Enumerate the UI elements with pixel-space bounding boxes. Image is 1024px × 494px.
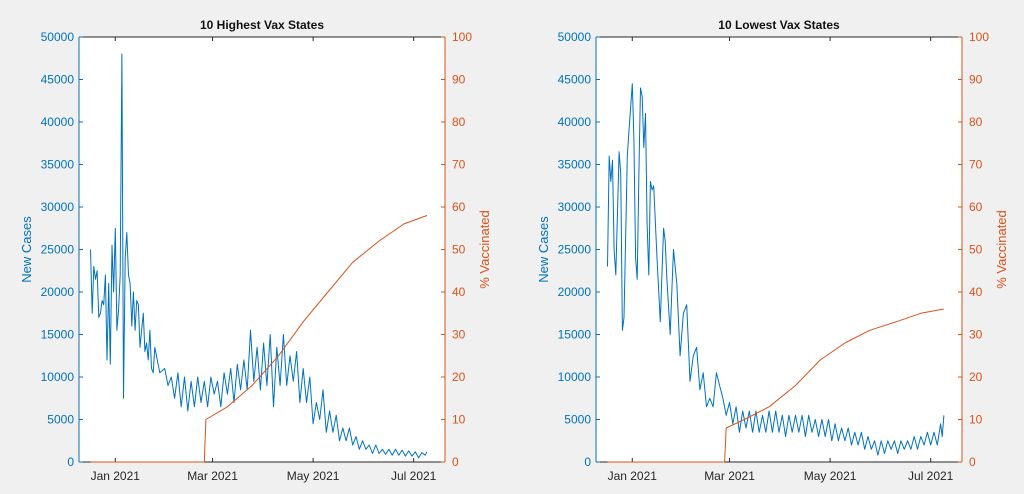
y-tick-label: 10000 [41,370,75,384]
y2-tick-label: 90 [969,73,983,87]
y2-axis-label: % Vaccinated [994,210,1009,289]
plot-area [79,37,445,462]
y-axis-label: New Cases [19,216,34,283]
y2-tick-label: 90 [452,73,466,87]
y-tick-label: 30000 [41,200,75,214]
y-axis-label: New Cases [536,216,551,283]
y-tick-label: 5000 [47,413,74,427]
y2-tick-label: 10 [969,413,983,427]
y-tick-label: 30000 [558,200,592,214]
x-tick-label: Jan 2021 [608,469,658,483]
y2-tick-label: 30 [969,328,983,342]
y2-tick-label: 0 [969,455,976,469]
y2-tick-label: 100 [452,30,472,44]
chart-title: 10 Lowest Vax States [718,18,840,32]
y2-tick-label: 50 [969,243,983,257]
y2-tick-label: 70 [969,158,983,172]
x-tick-label: Mar 2021 [187,469,238,483]
y2-tick-label: 30 [452,328,466,342]
y2-tick-label: 100 [969,30,989,44]
y-tick-label: 50000 [558,30,592,44]
y2-tick-label: 40 [969,285,983,299]
y2-tick-label: 60 [969,200,983,214]
y2-tick-label: 10 [452,413,466,427]
y-tick-label: 5000 [564,413,591,427]
x-tick-label: May 2021 [804,469,857,483]
y-tick-label: 45000 [41,73,75,87]
y-tick-label: 0 [67,455,74,469]
y-tick-label: 40000 [41,115,75,129]
y-tick-label: 10000 [558,370,592,384]
y2-tick-label: 50 [452,243,466,257]
x-tick-label: May 2021 [287,469,340,483]
y2-tick-label: 0 [452,455,459,469]
new-cases-line [90,53,428,459]
y-tick-label: 50000 [41,30,75,44]
y2-tick-label: 20 [969,370,983,384]
y-tick-label: 25000 [41,243,75,257]
x-tick-label: Jan 2021 [91,469,141,483]
y-tick-label: 15000 [558,328,592,342]
y-tick-label: 45000 [558,73,592,87]
y2-tick-label: 70 [452,158,466,172]
y-tick-label: 15000 [41,328,75,342]
chart-highest-vax: 0 5000 10000 15000 20000 25000 30000 35000 40000… [19,18,492,483]
y-tick-label: 35000 [41,158,75,172]
y-tick-label: 35000 [558,158,592,172]
vaccinated-line [607,308,944,463]
x-tick-label: Mar 2021 [704,469,755,483]
y2-axis-label: % Vaccinated [477,210,492,289]
y2-tick-label: 20 [452,370,466,384]
y2-tick-label: 80 [969,115,983,129]
y-tick-label: 25000 [558,243,592,257]
y2-tick-label: 60 [452,200,466,214]
y2-tick-label: 40 [452,285,466,299]
y-tick-label: 40000 [558,115,592,129]
y2-tick-label: 80 [452,115,466,129]
y-tick-label: 0 [584,455,591,469]
chart-title: 10 Highest Vax States [200,18,324,32]
vaccinated-line [90,215,428,463]
y-tick-label: 20000 [558,285,592,299]
x-tick-label: Jul 2021 [908,469,954,483]
x-tick-label: Jul 2021 [391,469,437,483]
y-tick-label: 20000 [41,285,75,299]
chart-lowest-vax: 0 5000 10000 15000 20000 25000 30000 35000 40000… [536,18,1009,483]
new-cases-line [607,83,945,456]
